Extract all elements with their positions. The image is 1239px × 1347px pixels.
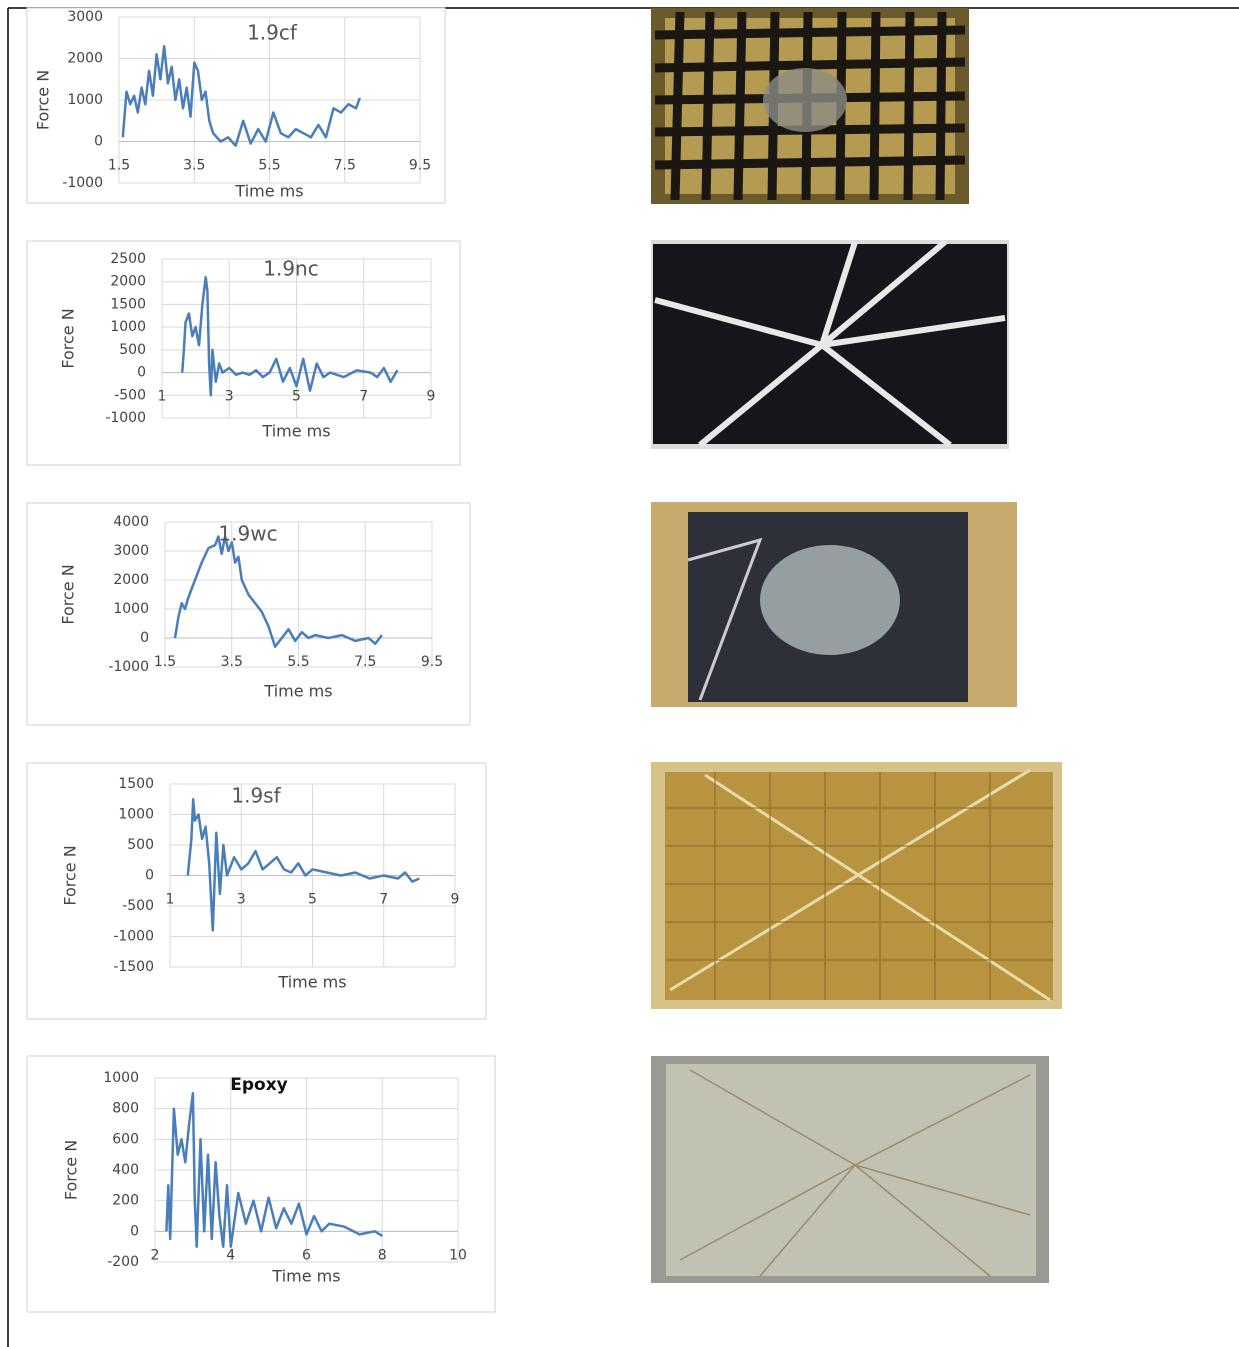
y-tick-label: 2000 (67, 51, 103, 67)
x-axis-label: Time ms (277, 973, 346, 992)
photo-cf (651, 8, 969, 204)
x-tick-label: 2 (151, 1247, 160, 1263)
x-tick-label: 7 (359, 389, 368, 405)
chart-title: 1.9nc (263, 257, 318, 281)
chart-title: 1.9cf (247, 21, 298, 45)
y-tick-label: 500 (119, 342, 146, 358)
page: -100001000200030001.53.55.57.59.51.9cfTi… (0, 0, 1239, 1347)
x-tick-label: 1 (166, 892, 175, 908)
photo-epoxy (651, 1056, 1049, 1283)
y-axis-label: Force N (62, 1140, 81, 1200)
y-tick-label: 500 (127, 837, 154, 853)
y-tick-label: 800 (112, 1101, 139, 1117)
photo-nc (651, 240, 1009, 449)
x-tick-label: 8 (378, 1247, 387, 1263)
y-tick-label: 0 (94, 134, 103, 150)
x-tick-label: 3.5 (221, 654, 243, 670)
y-tick-label: -500 (114, 387, 146, 403)
y-axis-label: Force N (59, 564, 78, 624)
y-tick-label: -500 (122, 898, 154, 914)
x-axis-label: Time ms (261, 422, 330, 441)
y-tick-label: 3000 (113, 543, 149, 559)
y-axis-label: Force N (59, 308, 78, 368)
y-tick-label: -1000 (62, 175, 103, 191)
y-axis-label: Force N (34, 70, 53, 130)
x-tick-label: 5 (308, 892, 317, 908)
x-tick-label: 5 (292, 389, 301, 405)
photo-wc (651, 502, 1017, 707)
y-tick-label: 1000 (103, 1070, 139, 1086)
y-tick-label: -1000 (108, 659, 149, 675)
x-tick-label: 5.5 (258, 158, 280, 174)
x-tick-label: 5.5 (287, 654, 309, 670)
y-tick-label: 1000 (113, 601, 149, 617)
x-tick-label: 7 (379, 892, 388, 908)
chart-frame (27, 241, 460, 465)
x-tick-label: 10 (449, 1247, 467, 1263)
chart-title: Epoxy (230, 1075, 288, 1095)
x-tick-label: 1.5 (154, 654, 176, 670)
x-tick-label: 9 (451, 892, 460, 908)
y-tick-label: 3000 (67, 9, 103, 25)
chart-title: 1.9wc (218, 522, 277, 546)
x-tick-label: 9 (427, 389, 436, 405)
photo-sf (651, 762, 1062, 1009)
y-tick-label: 1500 (118, 776, 154, 792)
y-tick-label: 1000 (118, 807, 154, 823)
y-tick-label: 1000 (110, 319, 146, 335)
x-axis-label: Time ms (271, 1267, 340, 1286)
y-tick-label: -1000 (105, 410, 146, 426)
y-tick-label: 1000 (67, 92, 103, 108)
y-tick-label: 0 (140, 630, 149, 646)
y-tick-label: -200 (107, 1254, 139, 1270)
y-tick-label: -1000 (113, 929, 154, 945)
x-tick-label: 1 (158, 389, 167, 405)
y-tick-label: 2000 (113, 572, 149, 588)
y-tick-label: 0 (130, 1223, 139, 1239)
chart-title: 1.9sf (231, 784, 281, 808)
x-tick-label: 9.5 (421, 654, 443, 670)
x-tick-label: 3 (237, 892, 246, 908)
y-tick-label: 0 (137, 365, 146, 381)
y-tick-label: 400 (112, 1162, 139, 1178)
y-tick-label: 4000 (113, 514, 149, 530)
y-tick-label: 2500 (110, 251, 146, 267)
x-tick-label: 9.5 (409, 158, 431, 174)
x-tick-label: 7.5 (354, 654, 376, 670)
y-tick-label: 2000 (110, 274, 146, 290)
y-tick-label: 1500 (110, 296, 146, 312)
y-tick-label: 600 (112, 1131, 139, 1147)
x-tick-label: 1.5 (108, 158, 130, 174)
y-axis-label: Force N (61, 845, 80, 905)
y-tick-label: 0 (145, 868, 154, 884)
x-axis-label: Time ms (263, 682, 332, 701)
y-tick-label: 200 (112, 1193, 139, 1209)
y-tick-label: -1500 (113, 959, 154, 975)
x-tick-label: 7.5 (334, 158, 356, 174)
x-tick-label: 3 (225, 389, 234, 405)
x-axis-label: Time ms (234, 182, 303, 201)
x-tick-label: 6 (302, 1247, 311, 1263)
x-tick-label: 3.5 (183, 158, 205, 174)
x-tick-label: 4 (226, 1247, 235, 1263)
